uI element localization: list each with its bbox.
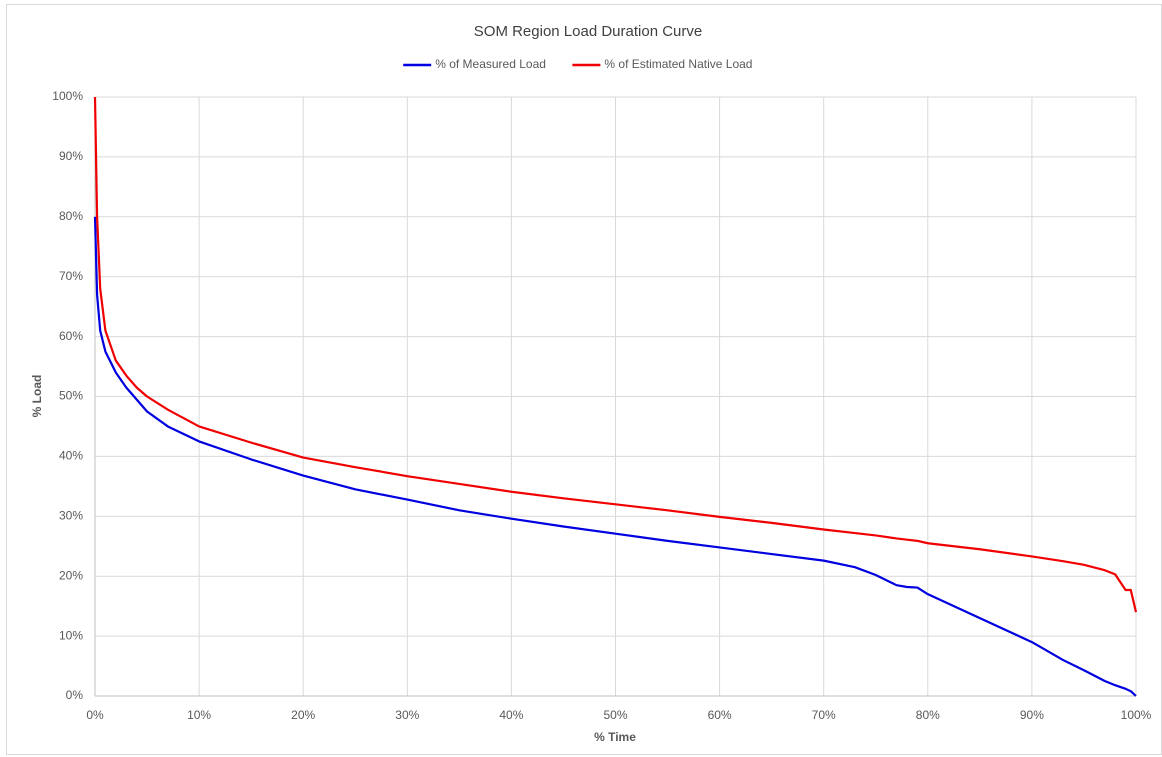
legend-label: % of Measured Load <box>435 57 546 71</box>
x-tick-label: 50% <box>603 708 627 722</box>
y-tick-label: 40% <box>59 449 83 463</box>
y-tick-label: 90% <box>59 149 83 163</box>
x-tick-label: 90% <box>1020 708 1044 722</box>
chart-title: SOM Region Load Duration Curve <box>474 23 702 40</box>
x-tick-label: 60% <box>708 708 732 722</box>
y-tick-label: 100% <box>52 89 83 103</box>
x-tick-label: 0% <box>86 708 104 722</box>
legend-label: % of Estimated Native Load <box>604 57 752 71</box>
y-tick-label: 50% <box>59 389 83 403</box>
x-tick-label: 20% <box>291 708 315 722</box>
y-tick-label: 20% <box>59 568 83 582</box>
series-line <box>93 216 1137 697</box>
x-tick-label: 70% <box>812 708 836 722</box>
x-tick-label: 30% <box>395 708 419 722</box>
x-tick-label: 40% <box>499 708 523 722</box>
y-tick-label: 70% <box>59 269 83 283</box>
y-tick-label: 10% <box>59 628 83 642</box>
y-tick-label: 80% <box>59 209 83 223</box>
y-tick-label: 60% <box>59 329 83 343</box>
y-tick-label: 0% <box>66 688 84 702</box>
chart-border <box>6 4 1162 755</box>
x-tick-label: 100% <box>1121 708 1152 722</box>
y-axis-label: % Load <box>30 375 44 418</box>
x-tick-label: 10% <box>187 708 211 722</box>
series-line <box>93 96 1138 613</box>
x-tick-label: 80% <box>916 708 940 722</box>
y-tick-label: 30% <box>59 508 83 522</box>
x-axis-label: % Time <box>594 730 636 744</box>
